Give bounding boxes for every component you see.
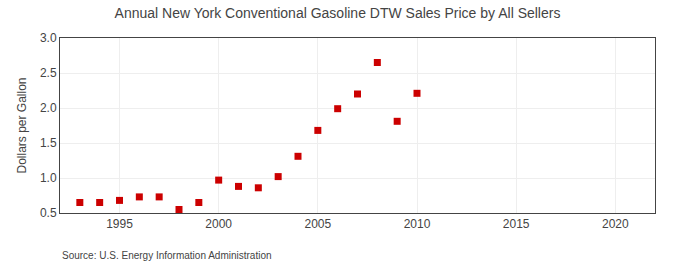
svg-text:Dollars per Gallon: Dollars per Gallon xyxy=(15,77,29,173)
svg-text:0.5: 0.5 xyxy=(40,206,57,220)
svg-text:3.0: 3.0 xyxy=(40,31,57,45)
svg-text:2010: 2010 xyxy=(404,217,431,231)
svg-text:2015: 2015 xyxy=(503,217,530,231)
svg-text:2020: 2020 xyxy=(602,217,629,231)
svg-text:Annual New York Conventional G: Annual New York Conventional Gasoline DT… xyxy=(115,5,561,21)
svg-text:1.5: 1.5 xyxy=(40,136,57,150)
svg-text:1.0: 1.0 xyxy=(40,171,57,185)
svg-text:2005: 2005 xyxy=(304,217,331,231)
svg-text:2.5: 2.5 xyxy=(40,66,57,80)
svg-text:2.0: 2.0 xyxy=(40,101,57,115)
svg-text:1995: 1995 xyxy=(106,217,133,231)
svg-text:Source: U.S. Energy Informatio: Source: U.S. Energy Information Administ… xyxy=(62,250,272,261)
svg-text:2000: 2000 xyxy=(205,217,232,231)
